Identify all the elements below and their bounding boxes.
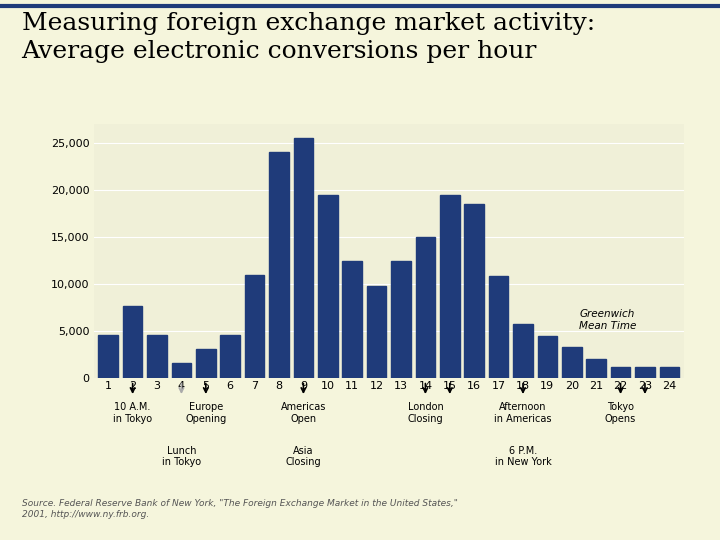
Text: Asia
Closing: Asia Closing	[286, 446, 321, 467]
Bar	[245, 275, 264, 378]
Text: Measuring foreign exchange market activity:
Average electronic conversions per h: Measuring foreign exchange market activi…	[22, 12, 595, 63]
Bar	[171, 363, 192, 378]
Bar	[99, 335, 118, 378]
Text: 6 P.M.
in New York: 6 P.M. in New York	[495, 446, 552, 467]
Bar	[343, 260, 362, 378]
Text: Greenwich
Mean Time: Greenwich Mean Time	[579, 309, 636, 330]
Bar	[586, 359, 606, 378]
Bar	[635, 367, 654, 378]
Bar	[513, 325, 533, 378]
Bar	[440, 195, 459, 378]
Bar	[269, 152, 289, 378]
Bar	[367, 286, 387, 378]
Text: Source. Federal Reserve Bank of New York, "The Foreign Exchange Market in the Un: Source. Federal Reserve Bank of New York…	[22, 500, 457, 519]
Bar	[489, 276, 508, 378]
Bar	[318, 195, 338, 378]
Text: Americas
Open: Americas Open	[281, 402, 326, 424]
Bar	[415, 237, 435, 378]
Text: Afternoon
in Americas: Afternoon in Americas	[494, 402, 552, 424]
Bar	[294, 138, 313, 378]
Bar	[196, 349, 215, 378]
Text: Tokyo
Opens: Tokyo Opens	[605, 402, 636, 424]
Bar	[148, 335, 167, 378]
Bar	[123, 306, 143, 378]
Bar	[660, 367, 679, 378]
Text: Lunch
in Tokyo: Lunch in Tokyo	[162, 446, 201, 467]
Bar	[611, 367, 630, 378]
Text: 10 A.M.
in Tokyo: 10 A.M. in Tokyo	[113, 402, 152, 424]
Bar	[391, 260, 410, 378]
Bar	[538, 336, 557, 378]
Text: Europe
Opening: Europe Opening	[185, 402, 227, 424]
Bar	[464, 204, 484, 378]
Text: London
Closing: London Closing	[408, 402, 444, 424]
Bar	[220, 335, 240, 378]
Bar	[562, 347, 582, 378]
